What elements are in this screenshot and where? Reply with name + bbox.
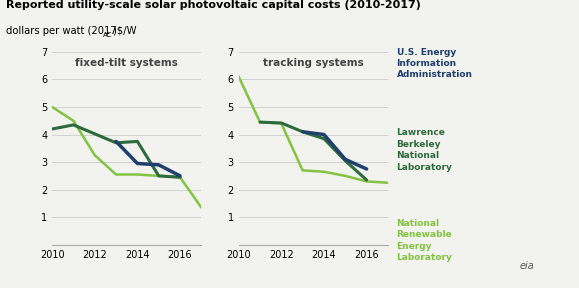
Text: dollars per watt (2017$/W: dollars per watt (2017$/W [6, 26, 136, 36]
Text: National
Renewable
Energy
Laboratory: National Renewable Energy Laboratory [397, 219, 453, 262]
Text: Lawrence
Berkeley
National
Laboratory: Lawrence Berkeley National Laboratory [397, 128, 453, 172]
Text: ): ) [112, 26, 116, 36]
Text: tracking systems: tracking systems [263, 58, 364, 68]
Text: eia: eia [519, 261, 534, 271]
Text: Reported utility-scale solar photovoltaic capital costs (2010-2017): Reported utility-scale solar photovoltai… [6, 0, 421, 10]
Text: fixed-tilt systems: fixed-tilt systems [75, 58, 178, 68]
Text: AC: AC [103, 32, 112, 38]
Text: U.S. Energy
Information
Administration: U.S. Energy Information Administration [397, 48, 472, 79]
